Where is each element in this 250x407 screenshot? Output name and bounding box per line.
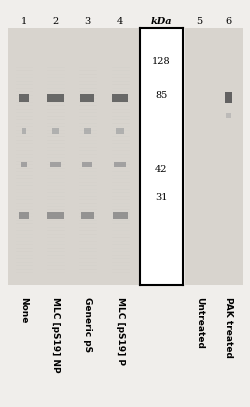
- Bar: [19, 94, 29, 102]
- Text: 31: 31: [155, 193, 168, 202]
- Text: kDa: kDa: [150, 18, 172, 26]
- Text: 6: 6: [225, 18, 231, 26]
- Bar: [116, 129, 124, 133]
- Bar: [50, 162, 62, 167]
- Bar: [225, 92, 232, 103]
- Text: 3: 3: [84, 18, 90, 26]
- Text: MLC [pS19] P: MLC [pS19] P: [116, 297, 125, 365]
- Bar: [114, 162, 126, 167]
- Bar: [112, 94, 128, 102]
- Text: 128: 128: [152, 57, 171, 66]
- Bar: [22, 129, 26, 133]
- Text: Untreated: Untreated: [195, 297, 204, 349]
- Bar: [226, 114, 230, 118]
- Bar: [80, 212, 94, 219]
- Text: None: None: [20, 297, 28, 324]
- Text: 4: 4: [117, 18, 123, 26]
- Text: PAK treated: PAK treated: [224, 297, 232, 358]
- Bar: [47, 94, 64, 102]
- Bar: [112, 212, 128, 219]
- Text: 85: 85: [155, 91, 168, 100]
- Text: 1: 1: [21, 18, 27, 26]
- Text: 42: 42: [155, 165, 168, 174]
- Text: Generic pS: Generic pS: [83, 297, 92, 352]
- Bar: [52, 129, 60, 133]
- Bar: [21, 162, 27, 167]
- Bar: [84, 129, 90, 133]
- Bar: [80, 94, 94, 102]
- Text: 5: 5: [196, 18, 202, 26]
- Bar: [48, 212, 64, 219]
- Text: MLC [pS19] NP: MLC [pS19] NP: [51, 297, 60, 373]
- Text: 2: 2: [52, 18, 59, 26]
- Bar: [19, 212, 29, 219]
- Bar: [82, 162, 92, 167]
